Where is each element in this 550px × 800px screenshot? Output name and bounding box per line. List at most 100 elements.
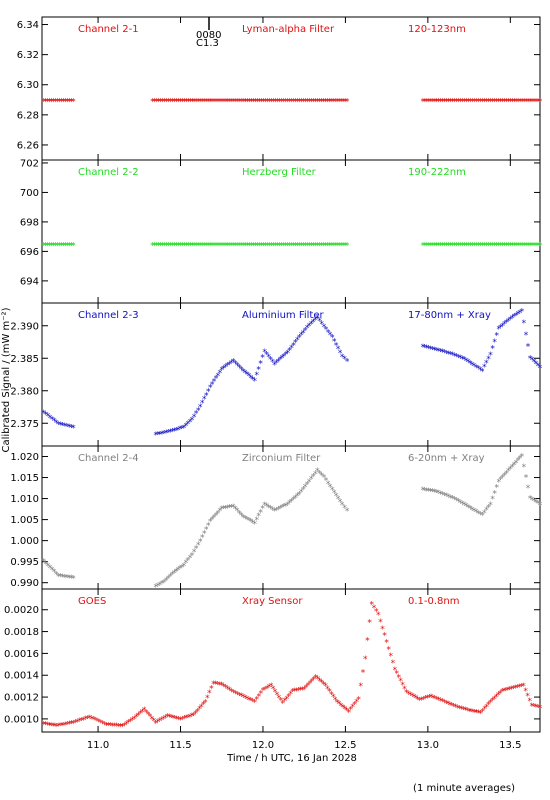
data-point: * [90,715,95,725]
data-point: * [247,696,252,706]
data-point: * [466,503,471,513]
data-point: * [518,97,523,107]
data-point: * [268,505,273,515]
data-point: * [500,97,505,107]
data-point: * [282,697,287,707]
data-point: * [291,496,296,506]
data-point: * [486,242,491,252]
data-point: * [67,720,72,730]
panel-label: Channel 2-1 [78,24,139,35]
data-point: * [270,506,275,516]
data-point: * [436,347,441,357]
panel-frame [41,159,541,304]
data-point: * [256,512,261,522]
data-point: * [208,384,213,394]
data-point: * [506,686,511,696]
data-point: * [279,97,284,107]
data-point: * [530,97,535,107]
data-point: * [442,97,447,107]
data-point: * [190,97,195,107]
data-point: * [126,719,131,729]
data-point: * [275,97,280,107]
data-point: * [184,714,189,724]
data-point: * [69,97,74,107]
data-point: * [246,242,251,252]
data-point: * [100,720,105,730]
data-point: * [458,499,463,509]
data-point: * [532,702,537,712]
data-point: * [303,326,308,336]
data-point: * [246,97,251,107]
data-point: * [229,503,234,513]
data-point: * [60,421,65,431]
data-point: * [530,702,535,712]
data-point: * [488,699,493,709]
data-point: * [274,359,279,369]
data-point: * [140,708,145,718]
data-point: * [52,568,57,578]
data-point: * [206,387,211,397]
data-point: * [112,722,117,732]
x-tick-label: 12.0 [252,740,274,751]
data-point: * [250,242,255,252]
data-point: * [444,242,449,252]
data-point: * [216,509,221,519]
x-tick-label: 11.0 [87,740,109,751]
data-point: * [334,492,339,502]
data-point: * [522,97,527,107]
data-point: * [497,478,502,488]
data-point: * [96,718,101,728]
data-point: * [170,97,175,107]
data-point: * [441,242,446,252]
data-point: * [431,97,436,107]
data-point: * [245,516,250,526]
data-point: * [71,97,76,107]
data-point: * [337,97,342,107]
data-point: * [330,486,335,496]
data-point: * [474,242,479,252]
data-point: * [206,97,211,107]
data-point: * [425,242,430,252]
data-point: * [478,709,483,719]
data-point: * [204,526,209,536]
data-point: * [421,97,426,107]
data-point: * [63,97,68,107]
data-point: * [212,514,217,524]
data-point: * [214,242,219,252]
x-tick-label: 13.0 [417,740,439,751]
data-point: * [282,503,287,513]
data-point: * [59,242,64,252]
data-point: * [502,242,507,252]
data-point: * [236,97,241,107]
data-point: * [432,346,437,356]
data-point: * [132,715,137,725]
data-point: * [210,381,215,391]
data-point: * [118,722,123,732]
data-point: * [204,97,209,107]
data-point: * [480,707,485,717]
data-point: * [514,97,519,107]
data-point: * [233,505,238,515]
data-point: * [237,363,242,373]
data-point: * [98,719,103,729]
data-point: * [219,681,224,691]
data-point: * [393,666,398,676]
data-point: * [63,573,68,583]
data-point: * [61,97,66,107]
data-point: * [532,97,537,107]
data-point: * [518,455,523,465]
panel-3: 2.390 2.385 2.380 2.375 Channel 2-3 Aluminium… [10,302,543,447]
data-point: * [240,97,245,107]
x-tick-label: 11.5 [169,740,191,751]
data-point: * [376,611,381,621]
data-point: * [313,673,318,683]
data-point: * [51,722,56,732]
y-tick-label: 2.375 [10,419,39,430]
data-point: * [320,471,325,481]
data-point: * [225,362,230,372]
chart-panels: 6.34 6.32 6.30 6.28 6.26 Channel 2-1 Lyman-alp… [4,16,543,733]
data-point: * [250,97,255,107]
data-point: * [173,715,178,725]
data-point: * [536,362,541,372]
data-point: * [52,417,57,427]
